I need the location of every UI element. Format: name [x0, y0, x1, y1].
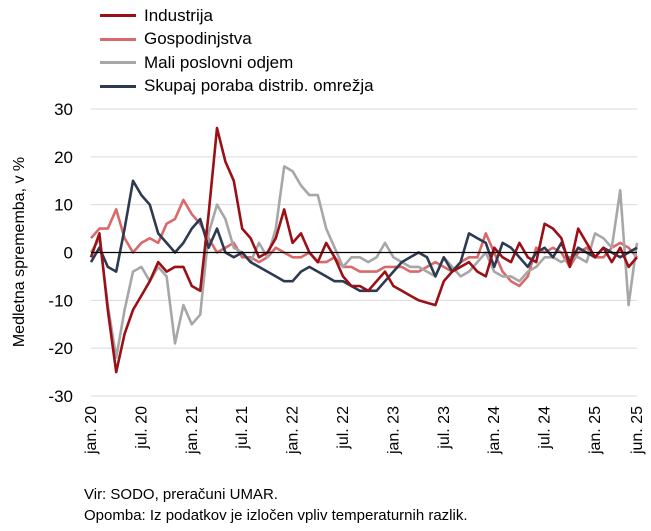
- y-tick-label: -10: [48, 291, 73, 310]
- x-tick-label: jan. 21: [184, 406, 201, 455]
- legend-swatch: [100, 84, 136, 88]
- y-tick-label: 0: [64, 244, 73, 263]
- x-tick-label: jan. 23: [385, 406, 402, 455]
- x-tick-label: jan. 25: [587, 406, 604, 455]
- legend-swatch: [100, 14, 136, 18]
- x-tick-label: jan. 24: [486, 406, 503, 455]
- legend-label: Gospodinjstva: [144, 29, 252, 49]
- legend-swatch: [100, 37, 136, 41]
- series-line-skupaj-poraba-distrib-omre-ja: [89, 179, 638, 293]
- y-tick-labels: 30 20 10 0 -10 -20 -30: [48, 100, 73, 406]
- y-tick-label: 30: [54, 100, 73, 119]
- x-tick-label: jun. 25: [629, 406, 646, 455]
- legend-label: Mali poslovni odjem: [144, 52, 294, 72]
- y-axis-label: Medletna sprememba, v %: [11, 157, 28, 347]
- legend-item-industrija: Industrija: [100, 4, 374, 28]
- series-lines: [89, 126, 639, 374]
- footnote: Opomba: Iz podatkov je izločen vpliv tem…: [84, 507, 468, 524]
- x-tick-label: jul. 20: [133, 406, 150, 450]
- legend-item-skupaj: Skupaj poraba distrib. omrežja: [100, 75, 374, 99]
- source-note: Vir: SODO, preračuni UMAR.: [84, 486, 278, 503]
- x-tick-labels: jan. 20 jul. 20 jan. 21 jul. 21 jan. 22 jul. …: [83, 406, 646, 455]
- legend-label: Skupaj poraba distrib. omrežja: [144, 76, 374, 96]
- x-tick-label: jan. 20: [83, 406, 100, 455]
- legend-item-mali-poslovni-odjem: Mali poslovni odjem: [100, 51, 374, 75]
- x-tick-label: jan. 22: [285, 406, 302, 455]
- x-tick-label: jul. 24: [537, 406, 554, 450]
- y-tick-label: -20: [48, 339, 73, 358]
- y-tick-label: 20: [54, 148, 73, 167]
- legend-label: Industrija: [144, 5, 213, 25]
- legend-swatch: [100, 61, 136, 65]
- series-line-industrija: [89, 126, 638, 374]
- legend: Industrija Gospodinjstva Mali poslovni o…: [100, 4, 374, 98]
- series-line-mali-poslovni-odjem: [89, 165, 639, 360]
- series-line-gospodinjstva: [90, 198, 638, 288]
- legend-item-gospodinjstva: Gospodinjstva: [100, 28, 374, 52]
- y-tick-label: -30: [48, 387, 73, 406]
- x-tick-label: jul. 22: [335, 406, 352, 450]
- x-tick-label: jul. 21: [234, 406, 251, 450]
- y-tick-label: 10: [54, 196, 73, 215]
- x-tick-label: jul. 23: [436, 406, 453, 450]
